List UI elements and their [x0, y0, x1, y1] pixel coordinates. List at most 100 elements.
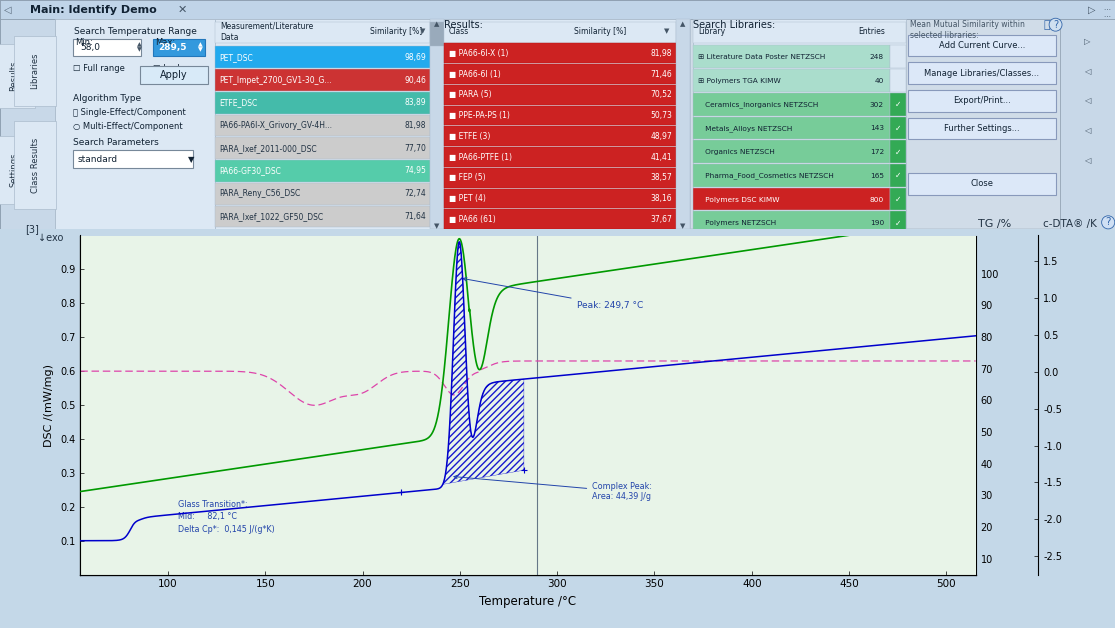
Text: Search Libraries:: Search Libraries: — [694, 19, 775, 30]
FancyBboxPatch shape — [694, 22, 906, 43]
Text: 248: 248 — [870, 54, 884, 60]
Text: Similarity [%]: Similarity [%] — [370, 27, 423, 36]
Text: ▲: ▲ — [435, 21, 439, 27]
FancyBboxPatch shape — [890, 117, 906, 139]
Text: ■ PA66-6I-X (1): ■ PA66-6I-X (1) — [449, 49, 508, 58]
Text: ☐ Lock range: ☐ Lock range — [153, 63, 210, 73]
FancyBboxPatch shape — [444, 126, 676, 146]
FancyBboxPatch shape — [694, 117, 890, 139]
Text: 50,73: 50,73 — [650, 111, 672, 120]
Text: ✓: ✓ — [895, 124, 901, 133]
FancyBboxPatch shape — [215, 46, 430, 68]
Text: ■ PET (4): ■ PET (4) — [449, 194, 486, 203]
Text: ○ Multi-Effect/Component: ○ Multi-Effect/Component — [72, 122, 183, 131]
Text: Complex Peak:
Area: 44,39 J/g: Complex Peak: Area: 44,39 J/g — [454, 475, 652, 501]
Text: Pharma_Food_Cosmetics NETZSCH: Pharma_Food_Cosmetics NETZSCH — [698, 173, 834, 179]
Text: ▼: ▼ — [665, 29, 669, 35]
FancyBboxPatch shape — [55, 19, 215, 229]
Text: PARA_Ixef_2011-000_DSC: PARA_Ixef_2011-000_DSC — [219, 144, 317, 153]
Text: ▲
▼: ▲ ▼ — [198, 43, 203, 52]
Y-axis label: DSC /(mW/mg): DSC /(mW/mg) — [45, 364, 55, 447]
FancyBboxPatch shape — [694, 212, 890, 234]
FancyBboxPatch shape — [890, 140, 906, 163]
Text: Further Settings...: Further Settings... — [944, 124, 1020, 133]
Text: 38,57: 38,57 — [650, 173, 672, 182]
Text: Main: Identify Demo: Main: Identify Demo — [30, 5, 157, 15]
Text: Library: Library — [698, 27, 725, 36]
FancyBboxPatch shape — [890, 45, 906, 68]
FancyBboxPatch shape — [694, 45, 890, 68]
Text: PARA_Reny_C56_DSC: PARA_Reny_C56_DSC — [219, 189, 300, 198]
FancyBboxPatch shape — [890, 93, 906, 116]
Text: [3]: [3] — [25, 224, 39, 234]
Text: Close: Close — [970, 179, 993, 188]
Text: ■ ETFE (3): ■ ETFE (3) — [449, 132, 491, 141]
FancyBboxPatch shape — [0, 0, 1115, 19]
FancyBboxPatch shape — [694, 164, 890, 187]
Text: ✓: ✓ — [895, 219, 901, 228]
Text: ◁: ◁ — [1084, 67, 1090, 75]
FancyBboxPatch shape — [215, 92, 430, 114]
FancyBboxPatch shape — [72, 38, 140, 57]
FancyBboxPatch shape — [0, 19, 55, 229]
Text: Mean Mutual Similarity within: Mean Mutual Similarity within — [910, 20, 1025, 29]
Text: Max:: Max: — [155, 38, 175, 47]
Text: Algorithm Type: Algorithm Type — [72, 94, 142, 103]
Text: Metals_Alloys NETZSCH: Metals_Alloys NETZSCH — [698, 125, 793, 132]
Text: 38,16: 38,16 — [650, 194, 672, 203]
FancyBboxPatch shape — [1060, 19, 1115, 229]
FancyBboxPatch shape — [444, 85, 676, 105]
Text: TG /%: TG /% — [978, 219, 1011, 229]
Text: 77,70: 77,70 — [404, 144, 426, 153]
Text: ?: ? — [1053, 19, 1058, 30]
Text: PET_Impet_2700_GV1-30_G...: PET_Impet_2700_GV1-30_G... — [219, 75, 331, 85]
Text: ✓: ✓ — [895, 148, 901, 156]
Text: Class: Class — [449, 27, 469, 36]
Text: Results: Results — [10, 61, 19, 91]
Text: 37,67: 37,67 — [650, 215, 672, 224]
Text: ▲
▼: ▲ ▼ — [137, 43, 142, 52]
FancyBboxPatch shape — [215, 183, 430, 205]
Text: ⊞ Polymers TGA KIMW: ⊞ Polymers TGA KIMW — [698, 78, 780, 84]
Text: ▼: ▼ — [680, 224, 686, 229]
Text: 74,95: 74,95 — [404, 166, 426, 175]
Text: Polymers NETZSCH: Polymers NETZSCH — [698, 220, 776, 226]
FancyBboxPatch shape — [676, 19, 690, 229]
Text: c-DTA® /K: c-DTA® /K — [1043, 219, 1097, 229]
FancyBboxPatch shape — [444, 43, 676, 63]
Text: ■ PA66-6I (1): ■ PA66-6I (1) — [449, 70, 501, 78]
Text: ▷: ▷ — [1084, 37, 1090, 46]
Text: ◁: ◁ — [1084, 126, 1090, 135]
Text: 40: 40 — [874, 78, 884, 84]
Text: Libraries: Libraries — [30, 53, 39, 89]
Text: 48,97: 48,97 — [650, 132, 672, 141]
FancyBboxPatch shape — [694, 19, 906, 229]
FancyBboxPatch shape — [890, 164, 906, 187]
Text: ■ PA66-PTFE (1): ■ PA66-PTFE (1) — [449, 153, 512, 161]
Text: ETFE_DSC: ETFE_DSC — [219, 98, 258, 107]
Text: 83,89: 83,89 — [405, 98, 426, 107]
FancyBboxPatch shape — [694, 93, 890, 116]
Text: ✓: ✓ — [895, 195, 901, 204]
Text: PA66-PA6I-X_Grivory_GV-4H...: PA66-PA6I-X_Grivory_GV-4H... — [219, 121, 332, 130]
Text: standard: standard — [78, 154, 118, 163]
FancyBboxPatch shape — [215, 19, 444, 229]
X-axis label: Temperature /°C: Temperature /°C — [479, 595, 576, 608]
Text: ⓘ: ⓘ — [1043, 19, 1049, 30]
Text: ■ FEP (5): ■ FEP (5) — [449, 173, 486, 182]
Text: 72,74: 72,74 — [405, 189, 426, 198]
Text: 289,5: 289,5 — [158, 43, 186, 52]
Text: ▲: ▲ — [680, 21, 686, 27]
Text: ◁: ◁ — [4, 5, 11, 15]
Text: PA66-GF30_DSC: PA66-GF30_DSC — [219, 166, 281, 175]
Text: 41,41: 41,41 — [650, 153, 672, 161]
Text: ◁: ◁ — [1084, 96, 1090, 106]
FancyBboxPatch shape — [908, 117, 1056, 139]
FancyBboxPatch shape — [444, 22, 676, 43]
Text: Peak: 249,7 °C: Peak: 249,7 °C — [463, 278, 643, 310]
Text: PET_DSC: PET_DSC — [219, 53, 253, 62]
FancyBboxPatch shape — [430, 22, 444, 46]
Text: 81,98: 81,98 — [650, 49, 672, 58]
Text: Settings: Settings — [10, 153, 19, 187]
Text: ■ PA66 (61): ■ PA66 (61) — [449, 215, 496, 224]
